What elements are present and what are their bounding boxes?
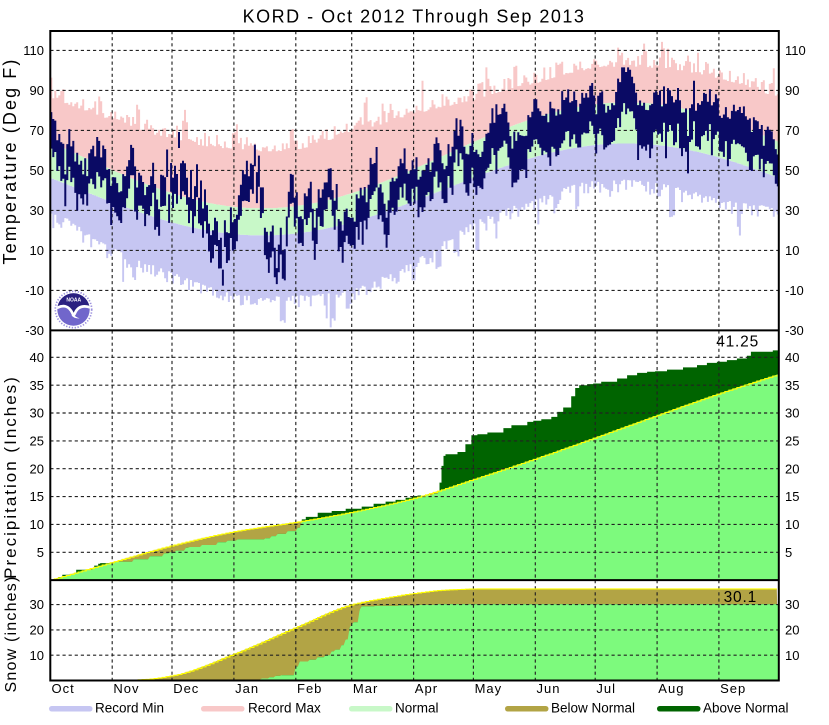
svg-text:40: 40: [785, 350, 799, 365]
svg-text:Nov: Nov: [113, 681, 139, 696]
svg-text:5: 5: [37, 545, 44, 560]
svg-text:25: 25: [785, 434, 799, 449]
svg-text:50: 50: [785, 163, 799, 178]
svg-text:35: 35: [785, 378, 799, 393]
svg-text:Sep: Sep: [720, 681, 746, 696]
svg-text:Jun: Jun: [537, 681, 561, 696]
svg-text:Record Max: Record Max: [248, 701, 321, 716]
svg-text:Above Normal: Above Normal: [703, 701, 789, 716]
svg-text:15: 15: [785, 489, 799, 504]
svg-text:Snow (inches): Snow (inches): [3, 576, 20, 693]
svg-text:25: 25: [30, 434, 44, 449]
svg-text:Mar: Mar: [353, 681, 378, 696]
svg-text:5: 5: [785, 545, 792, 560]
svg-text:110: 110: [785, 43, 806, 58]
svg-text:Jul: Jul: [596, 681, 616, 696]
svg-text:-30: -30: [25, 323, 44, 338]
svg-text:90: 90: [785, 83, 799, 98]
svg-text:70: 70: [30, 123, 44, 138]
svg-text:30.1: 30.1: [724, 589, 757, 606]
svg-text:-10: -10: [785, 283, 804, 298]
svg-text:41.25: 41.25: [716, 334, 759, 351]
svg-text:Dec: Dec: [173, 681, 199, 696]
svg-text:20: 20: [785, 623, 799, 638]
svg-text:70: 70: [785, 123, 799, 138]
svg-text:10: 10: [30, 243, 44, 258]
svg-text:15: 15: [30, 489, 44, 504]
svg-text:40: 40: [30, 350, 44, 365]
svg-text:30: 30: [785, 597, 799, 612]
svg-text:20: 20: [30, 623, 44, 638]
svg-text:Below Normal: Below Normal: [551, 701, 635, 716]
svg-text:90: 90: [30, 83, 44, 98]
svg-text:Temperature (Deg F): Temperature (Deg F): [0, 58, 20, 265]
svg-text:Jan: Jan: [235, 681, 259, 696]
svg-text:30: 30: [785, 406, 799, 421]
svg-text:NOAA: NOAA: [66, 298, 81, 304]
svg-text:Apr: Apr: [415, 681, 438, 696]
svg-text:20: 20: [785, 461, 799, 476]
svg-text:30: 30: [30, 597, 44, 612]
svg-text:10: 10: [30, 517, 44, 532]
svg-text:10: 10: [30, 648, 44, 663]
svg-text:KORD - Oct 2012 Through Sep 20: KORD - Oct 2012 Through Sep 2013: [243, 7, 586, 27]
svg-text:35: 35: [30, 378, 44, 393]
svg-text:30: 30: [30, 203, 44, 218]
svg-text:50: 50: [30, 163, 44, 178]
svg-text:Oct: Oct: [52, 681, 75, 696]
svg-text:30: 30: [785, 203, 799, 218]
svg-text:Precipitation (Inches): Precipitation (Inches): [1, 375, 20, 579]
svg-text:-10: -10: [25, 283, 44, 298]
svg-text:110: 110: [23, 43, 44, 58]
svg-text:20: 20: [30, 461, 44, 476]
svg-text:10: 10: [785, 517, 799, 532]
svg-text:-30: -30: [785, 323, 804, 338]
svg-text:Feb: Feb: [297, 681, 322, 696]
svg-text:30: 30: [30, 406, 44, 421]
svg-text:Normal: Normal: [395, 701, 439, 716]
svg-text:10: 10: [785, 243, 799, 258]
svg-text:Aug: Aug: [658, 681, 684, 696]
svg-text:10: 10: [785, 648, 799, 663]
svg-text:Record Min: Record Min: [95, 701, 164, 716]
svg-text:May: May: [475, 681, 503, 696]
